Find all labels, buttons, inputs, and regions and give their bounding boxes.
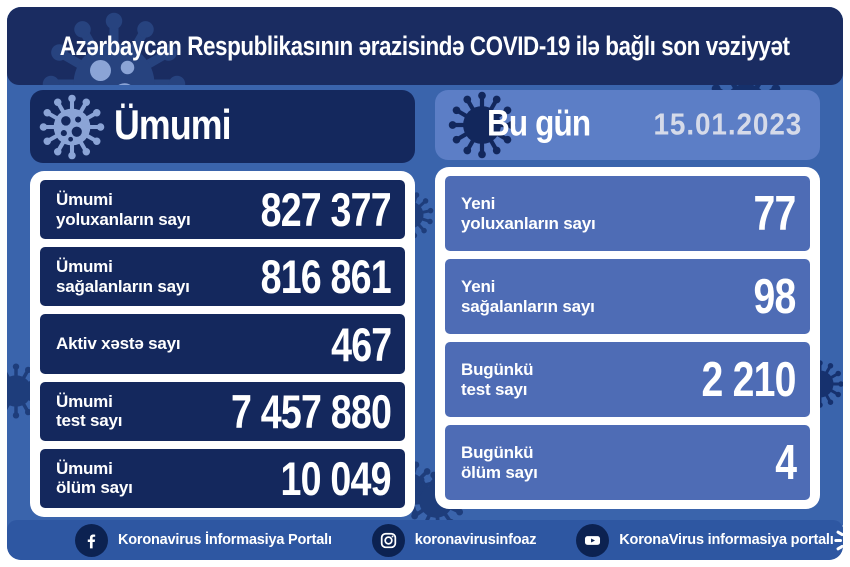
today-section-title: Bu gün xyxy=(487,102,591,144)
footer-bar: Koronavirus İnformasiya Portalı koronavi… xyxy=(7,520,843,560)
stat-row: Ümumi sağalanların sayı 816 861 xyxy=(40,247,405,307)
stat-value: 98 xyxy=(753,269,797,324)
facebook-label: Koronavirus İnformasiya Portalı xyxy=(118,532,332,548)
stat-label: Ümumi test sayı xyxy=(56,391,123,431)
stat-label: Yeni sağalanların sayı xyxy=(461,276,595,316)
coronavirus-icon xyxy=(38,93,106,161)
page-title: Azərbaycan Respublikasının ərazisində CO… xyxy=(60,30,790,61)
stat-label: Yeni yoluxanların sayı xyxy=(461,193,596,233)
stat-value: 10 049 xyxy=(280,451,392,505)
instagram-label: koronavirusinfoaz xyxy=(414,532,537,548)
stat-label: Ümumi yoluxanların sayı xyxy=(56,190,191,229)
today-panel: Yeni yoluxanların sayı 77 Yeni sağalanla… xyxy=(435,167,820,509)
stat-value: 7 457 880 xyxy=(230,384,392,438)
today-section-header: Bu gün 15.01.2023 xyxy=(435,90,820,160)
stat-row: Yeni sağalanların sayı 98 xyxy=(445,259,810,334)
stat-row: Ümumi test sayı 7 457 880 xyxy=(40,381,405,441)
stat-label: Aktiv xəstə sayı xyxy=(56,334,181,354)
stat-row: Aktiv xəstə sayı 467 xyxy=(40,314,405,374)
facebook-icon xyxy=(75,523,108,557)
instagram-link[interactable]: koronavirusinfoaz xyxy=(371,523,537,557)
totals-panel: Ümumi yoluxanların sayı 827 377 Ümumi sa… xyxy=(30,171,415,517)
stat-value: 827 377 xyxy=(260,183,392,237)
instagram-icon xyxy=(371,523,405,557)
facebook-link[interactable]: Koronavirus İnformasiya Portalı xyxy=(75,523,332,557)
stat-value: 4 xyxy=(774,435,797,490)
infographic-canvas: Azərbaycan Respublikasının ərazisində CO… xyxy=(7,7,843,560)
youtube-label: KoronaVirus informasiya portalı xyxy=(619,532,834,548)
stat-label: Ümumi ölüm sayı xyxy=(56,458,133,498)
report-date: 15.01.2023 xyxy=(653,106,802,142)
stat-row: Ümumi yoluxanların sayı 827 377 xyxy=(40,180,405,240)
stat-row: Yeni yoluxanların sayı 77 xyxy=(445,176,810,251)
totals-section-header: Ümumi xyxy=(30,90,415,163)
stat-value: 77 xyxy=(753,186,797,241)
youtube-icon xyxy=(576,523,610,557)
stat-label: Ümumi sağalanların sayı xyxy=(56,257,190,296)
stat-value: 467 xyxy=(330,317,392,371)
totals-section-title: Ümumi xyxy=(114,100,232,148)
stat-value: 816 861 xyxy=(260,250,392,304)
stat-row: Bugünkü test sayı 2 210 xyxy=(445,342,810,417)
stat-row: Ümumi ölüm sayı 10 049 xyxy=(40,448,405,509)
stat-label: Bugünkü ölüm sayı xyxy=(461,442,538,482)
stat-label: Bugünkü test sayı xyxy=(461,359,534,399)
stat-value: 2 210 xyxy=(701,352,797,407)
header-banner: Azərbaycan Respublikasının ərazisində CO… xyxy=(7,7,843,85)
stat-row: Bugünkü ölüm sayı 4 xyxy=(445,425,810,500)
youtube-link[interactable]: KoronaVirus informasiya portalı xyxy=(576,523,834,557)
virus-sun-icon xyxy=(833,524,843,556)
